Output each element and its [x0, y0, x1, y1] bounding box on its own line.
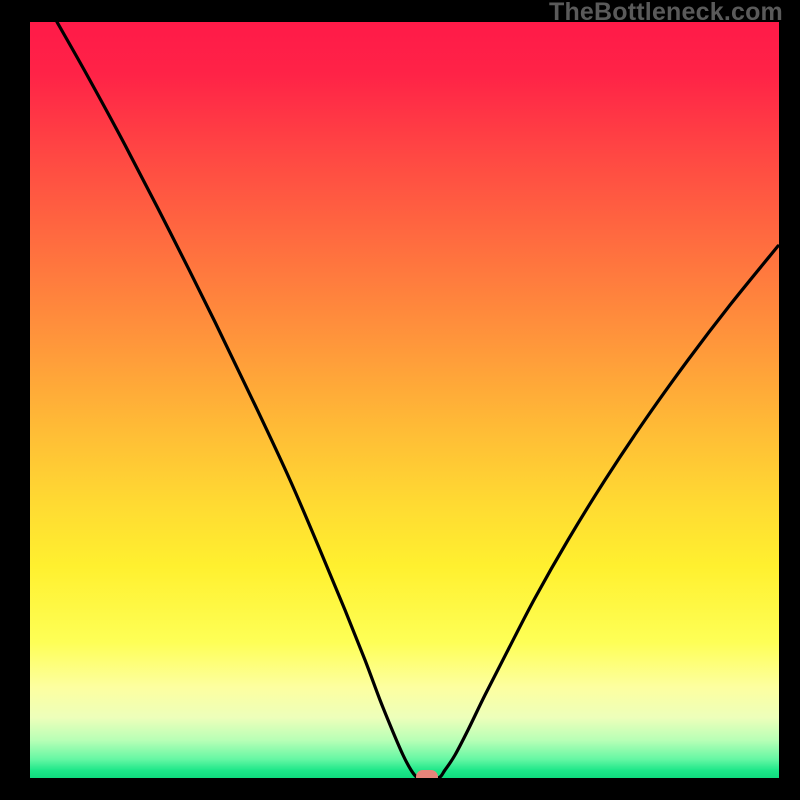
bottleneck-curve — [57, 22, 778, 778]
watermark-text: TheBottleneck.com — [549, 0, 783, 27]
curve-layer — [30, 22, 779, 778]
minimum-marker — [416, 770, 438, 778]
chart-stage: TheBottleneck.com — [0, 0, 800, 800]
plot-area — [30, 22, 779, 778]
